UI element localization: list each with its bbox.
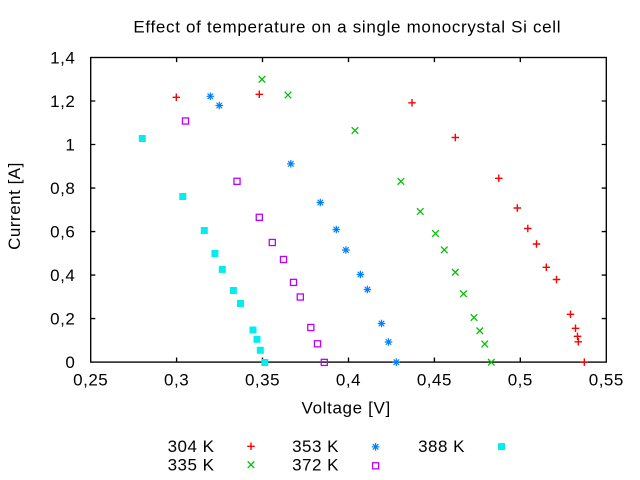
svg-text:1: 1 (65, 135, 75, 154)
svg-text:Voltage [V]: Voltage [V] (302, 399, 391, 418)
svg-text:0,55: 0,55 (589, 370, 624, 389)
svg-text:Effect of temperature on a sin: Effect of temperature on a single monocr… (133, 18, 561, 37)
svg-text:0,6: 0,6 (50, 222, 75, 241)
svg-text:372 K: 372 K (292, 456, 339, 475)
svg-text:0,5: 0,5 (508, 370, 533, 389)
svg-text:1,2: 1,2 (50, 92, 75, 111)
svg-text:0,4: 0,4 (336, 370, 361, 389)
svg-text:0,35: 0,35 (245, 370, 280, 389)
svg-text:0,3: 0,3 (164, 370, 189, 389)
svg-text:0,2: 0,2 (50, 309, 75, 328)
svg-text:0,25: 0,25 (73, 370, 108, 389)
svg-text:353 K: 353 K (292, 437, 339, 456)
svg-text:1,4: 1,4 (50, 48, 75, 67)
svg-text:Current [A]: Current [A] (5, 162, 24, 250)
svg-text:0: 0 (65, 353, 75, 372)
svg-text:335 K: 335 K (168, 456, 215, 475)
svg-text:304 K: 304 K (168, 437, 215, 456)
svg-text:0,4: 0,4 (50, 266, 75, 285)
svg-text:388 K: 388 K (418, 437, 465, 456)
svg-text:0,45: 0,45 (417, 370, 452, 389)
svg-text:0,8: 0,8 (50, 179, 75, 198)
